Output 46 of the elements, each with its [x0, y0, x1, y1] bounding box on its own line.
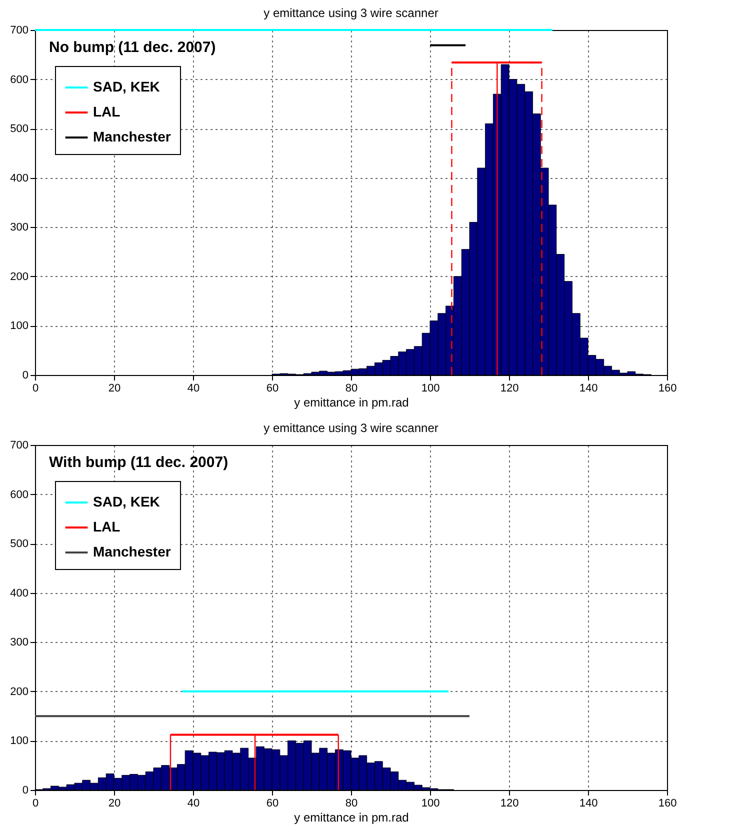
x-axis-title: y emittance in pm.rad	[294, 396, 409, 410]
annotation: With bump (11 dec. 2007)	[49, 454, 228, 471]
y-tick-label: 200	[10, 686, 28, 698]
x-tick-label: 0	[32, 798, 39, 810]
x-tick-label: 100	[421, 798, 440, 810]
x-tick-label: 120	[500, 382, 519, 394]
y-tick-label: 500	[10, 123, 28, 136]
legend-label: Manchester	[93, 544, 172, 560]
y-tick-label: 500	[10, 538, 28, 550]
y-tick-label: 600	[10, 74, 28, 86]
x-tick-label: 160	[658, 798, 677, 810]
x-tick-label: 60	[266, 382, 279, 394]
y-tick-label: 600	[10, 488, 28, 501]
legend-label: SAD, KEK	[93, 78, 160, 94]
y-tick-label: 300	[10, 636, 28, 649]
chart-title: y emittance using 3 wire scanner	[264, 421, 438, 435]
annotation: No bump (11 dec. 2007)	[49, 39, 216, 56]
y-tick-label: 0	[22, 784, 28, 796]
y-tick-label: 100	[10, 735, 28, 748]
x-tick-label: 80	[345, 382, 358, 394]
y-tick-label: 200	[10, 270, 28, 283]
legend-label: LAL	[93, 104, 121, 120]
chart-title: y emittance using 3 wire scanner	[264, 6, 438, 20]
y-tick-label: 700	[10, 440, 28, 452]
y-tick-label: 400	[10, 172, 28, 184]
x-tick-label: 140	[579, 382, 598, 394]
y-tick-label: 300	[10, 222, 28, 234]
x-tick-label: 160	[658, 382, 677, 394]
x-tick-label: 120	[500, 798, 519, 810]
legend-label: SAD, KEK	[93, 494, 160, 510]
x-tick-label: 20	[108, 798, 121, 810]
x-tick-label: 140	[579, 798, 598, 810]
x-tick-label: 80	[345, 798, 358, 810]
y-tick-label: 400	[10, 587, 28, 600]
y-tick-label: 700	[10, 24, 28, 36]
x-tick-label: 40	[187, 382, 200, 394]
legend-label: Manchester	[93, 128, 172, 144]
y-tick-label: 100	[10, 320, 28, 332]
x-tick-label: 20	[108, 382, 121, 394]
x-axis-title: y emittance in pm.rad	[294, 810, 409, 824]
y-tick-label: 0	[22, 370, 28, 382]
x-tick-label: 60	[266, 798, 279, 810]
x-tick-label: 100	[421, 382, 440, 394]
x-tick-label: 40	[187, 798, 200, 810]
legend-label: LAL	[93, 518, 121, 534]
x-tick-label: 0	[32, 382, 39, 394]
